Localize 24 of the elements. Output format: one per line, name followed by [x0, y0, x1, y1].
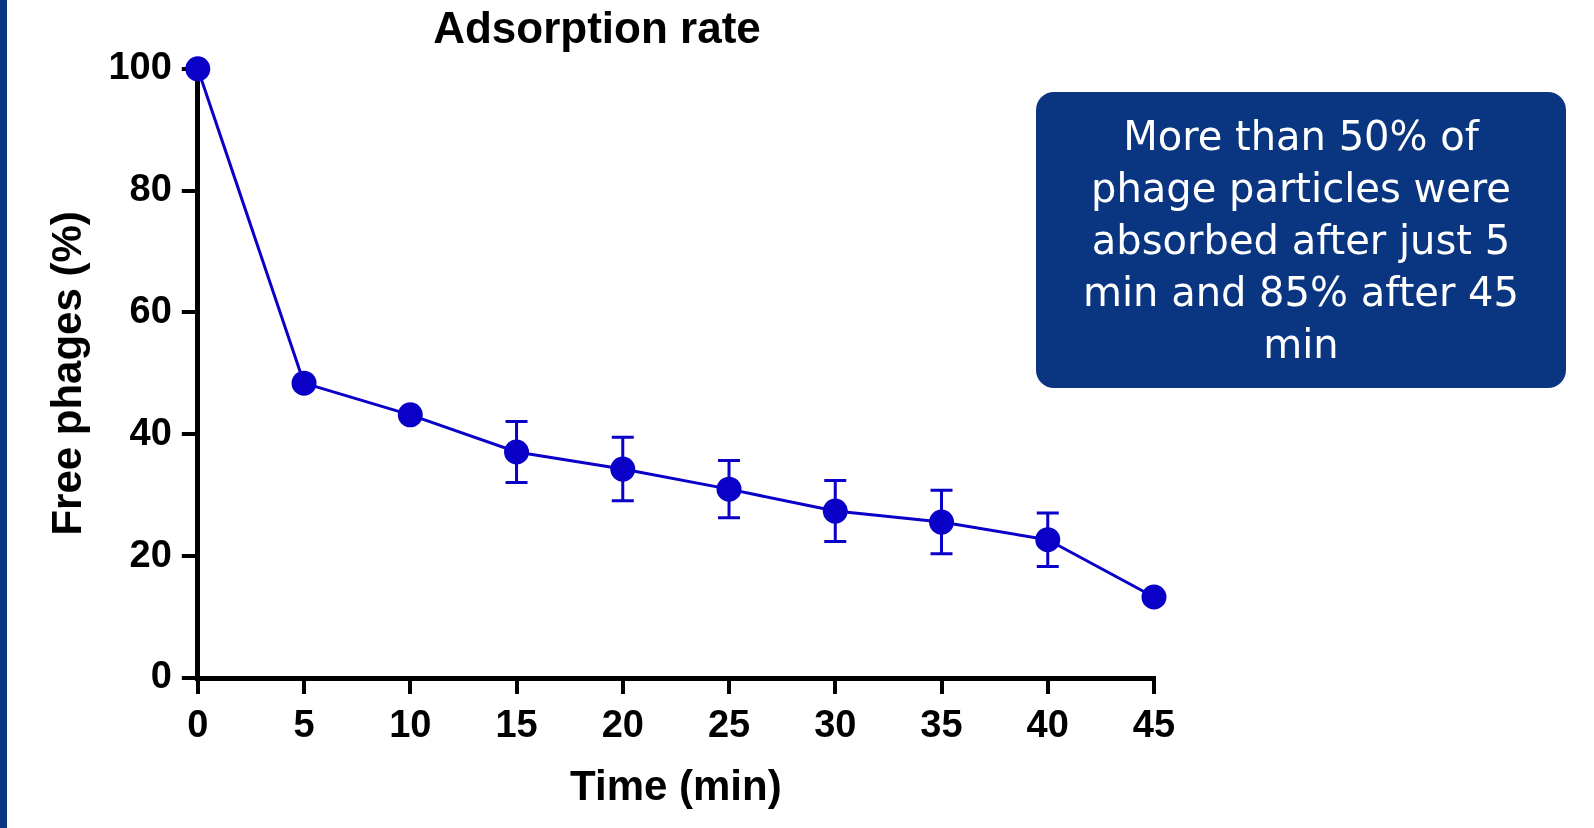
- x-tick-label: 35: [920, 703, 963, 746]
- y-tick-label: 100: [108, 45, 172, 88]
- y-tick-label: 40: [129, 410, 172, 453]
- y-tick-label: 60: [129, 288, 172, 331]
- x-tick-label: 25: [707, 703, 751, 746]
- point: [1141, 584, 1167, 610]
- x-tick-label: 10: [389, 703, 432, 746]
- chart-title: Adsorption rate: [433, 2, 761, 52]
- x-tick-label: 20: [601, 703, 644, 746]
- y-axis-title: Free phages (%): [42, 211, 90, 536]
- x-tick-label: 0: [187, 703, 209, 746]
- x-tick-label: 45: [1132, 703, 1176, 746]
- y-tick-label: 80: [129, 167, 172, 210]
- x-tick-label: 5: [293, 703, 315, 746]
- y-tick-label: 0: [150, 654, 172, 697]
- x-axis-title: Time (min): [570, 762, 782, 810]
- x-tick-label: 30: [814, 703, 857, 746]
- point: [291, 370, 317, 396]
- annotation: More than 50% of phage particles were absorbed after just 5 min and 85% after 45 min: [1036, 92, 1566, 388]
- y-tick-label: 20: [129, 532, 172, 575]
- x-tick-label: 40: [1026, 703, 1069, 746]
- point: [397, 402, 423, 428]
- x-tick-label: 15: [495, 703, 538, 746]
- point: [185, 56, 211, 82]
